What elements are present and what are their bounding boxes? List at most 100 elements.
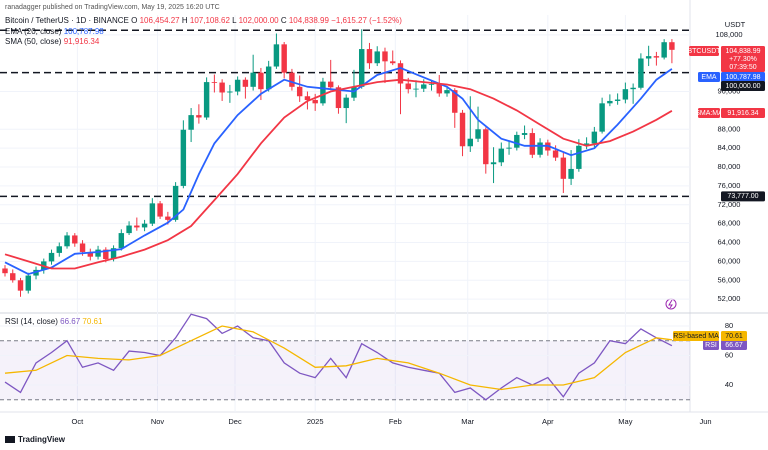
ohlc-value: 107,108.62 [190, 16, 231, 25]
countdown-tag: 07:39:50 [729, 64, 756, 71]
indicator-value-tag: 91,916.34 [727, 110, 758, 117]
candle-body [126, 225, 132, 234]
indicator-value-tag-bg [721, 108, 765, 118]
rsi-tick-label: 40 [725, 380, 733, 389]
level-tag-bg [721, 191, 765, 202]
x-tick-label: Apr [542, 417, 554, 426]
change: −1,615.27 (−1.52%) [331, 16, 402, 25]
rsi-legend-value: 70.61 [82, 317, 103, 326]
candle-body [141, 223, 148, 228]
candle-body [560, 157, 567, 179]
y-tick-label: 76,000 [718, 181, 741, 190]
candle-body [397, 63, 404, 84]
rsi-line [4, 313, 673, 401]
candle-body [390, 61, 396, 64]
rsi-tag-bg [673, 331, 719, 341]
candle-body [506, 147, 512, 149]
candle-body [234, 79, 241, 92]
candle-body [576, 145, 582, 169]
indicator-tag-bg [698, 108, 720, 118]
candle-body [188, 115, 194, 130]
rsi-band [0, 340, 690, 400]
candle-body [552, 150, 559, 158]
ohlc-key: H [182, 16, 188, 25]
publisher: ranadagger published on TradingView.com,… [5, 4, 220, 11]
candle-body [630, 87, 636, 90]
rsi-value-tag: 70.61 [725, 333, 743, 340]
candle-body [343, 97, 349, 109]
candle-body [514, 134, 520, 148]
candle-body [452, 90, 458, 113]
legend-name: EMA (20, close) [5, 27, 62, 36]
footer: TradingView [18, 435, 66, 444]
candle-body [436, 83, 442, 94]
candle-body [638, 58, 644, 88]
ohlc-value: 106,454.27 [140, 16, 181, 25]
candle-body [180, 129, 187, 186]
candle-body [421, 84, 427, 89]
price-change-tag: +77.30% [729, 56, 757, 63]
candle-body [490, 162, 497, 165]
candle-body [110, 248, 117, 260]
indicator-tag: SMA:MA [695, 110, 723, 117]
candle-body [203, 82, 210, 118]
indicator-tag-bg [698, 72, 720, 82]
candle-body [95, 249, 101, 257]
candle-body [529, 133, 536, 155]
candle-body [289, 72, 295, 87]
legend-value: 91,916.34 [64, 37, 100, 46]
candle-body [250, 72, 256, 87]
level-tag-bg [721, 81, 765, 91]
candle-body [157, 203, 163, 217]
candle-body [320, 81, 326, 104]
candle-body [296, 86, 303, 97]
x-tick-label: May [618, 417, 632, 426]
legend-name: SMA (50, close) [5, 37, 62, 46]
rsi-tag: RSI [705, 342, 717, 349]
x-tick-label: Dec [228, 417, 242, 426]
x-tick-label: Nov [151, 417, 165, 426]
candle-body [374, 51, 380, 64]
y-tick-label: 56,000 [718, 275, 741, 284]
level-tag: 100,000.00 [725, 83, 760, 90]
candle-body [103, 249, 109, 260]
candle-body [48, 252, 55, 262]
candle-body [483, 129, 489, 165]
rsi-header: RSI (14, close) 66.67 70.61 [5, 317, 103, 326]
candle-body [172, 185, 179, 220]
candle-body [149, 203, 156, 224]
ohlc-key: O [131, 16, 137, 25]
candle-body [537, 142, 543, 155]
rsi-tag: RSI-based MA [673, 333, 719, 340]
indicator-value-tag-bg [721, 72, 765, 82]
y-tick-label: 68,000 [718, 219, 741, 228]
rsi-tag-bg [703, 340, 719, 350]
candle-body [304, 96, 311, 101]
candle-body [645, 56, 652, 59]
candle-body [165, 216, 171, 220]
candle-body [25, 275, 31, 291]
candle-body [607, 100, 613, 104]
candle-body [2, 268, 8, 274]
rsi-line [4, 325, 672, 391]
x-tick-label: 2025 [307, 417, 324, 426]
ohlc-key: C [281, 16, 287, 25]
candle-body [79, 243, 86, 252]
symbol-tag: BTCUSDT [687, 48, 721, 55]
candle-body [258, 72, 264, 90]
x-tick-label: Feb [389, 417, 402, 426]
legend-entry: SMA (50, close) 91,916.34 [5, 37, 100, 46]
candle-body [614, 99, 621, 101]
candle-body [653, 56, 660, 58]
candle-body [242, 79, 249, 87]
currency: USDT [725, 20, 746, 29]
price-tag: 104,838.99 [725, 48, 760, 55]
candle-body [72, 235, 78, 244]
candle-body [196, 115, 202, 118]
candle-body [583, 143, 590, 146]
candle-body [359, 49, 365, 87]
candle-body [444, 90, 450, 94]
candle-body [459, 112, 466, 147]
candle-body [335, 87, 342, 109]
